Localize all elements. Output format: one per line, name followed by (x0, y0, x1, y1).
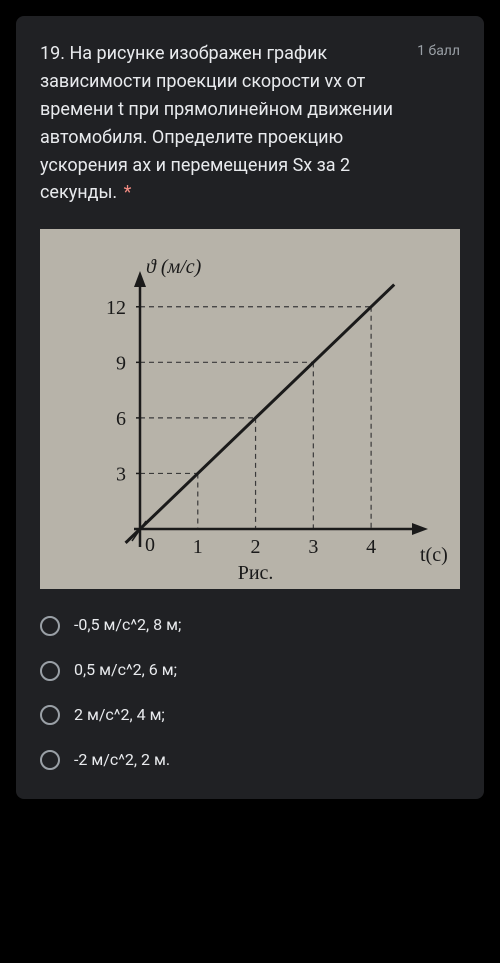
svg-text:Рис.: Рис. (238, 562, 274, 584)
answer-options: -0,5 м/с^2, 8 м; 0,5 м/с^2, 6 м; 2 м/с^2… (40, 615, 460, 770)
svg-text:4: 4 (366, 536, 376, 558)
svg-text:1: 1 (193, 536, 203, 558)
svg-text:ϑ (м/с): ϑ (м/с) (146, 256, 202, 278)
required-star: * (124, 182, 132, 203)
svg-text:6: 6 (116, 408, 126, 430)
points-label: 1 балл (417, 43, 460, 207)
svg-text:2: 2 (251, 536, 261, 558)
radio-icon (40, 661, 60, 681)
svg-text:12: 12 (106, 297, 126, 319)
radio-icon (40, 750, 60, 770)
velocity-time-chart: 3691212340ϑ (м/с)t(с)Рис. (40, 229, 460, 589)
option-3[interactable]: -2 м/с^2, 2 м. (40, 750, 460, 771)
option-0[interactable]: -0,5 м/с^2, 8 м; (40, 615, 460, 636)
radio-icon (40, 616, 60, 636)
question-card: 19. На рисунке изображен график зависимо… (16, 16, 484, 799)
question-header: 19. На рисунке изображен график зависимо… (40, 40, 460, 207)
svg-text:t(с): t(с) (420, 544, 448, 566)
chart-image: 3691212340ϑ (м/с)t(с)Рис. (40, 229, 460, 589)
svg-text:0: 0 (145, 534, 155, 556)
svg-text:3: 3 (308, 536, 318, 558)
svg-text:3: 3 (116, 464, 126, 486)
option-label: 0,5 м/с^2, 6 м; (74, 660, 177, 681)
svg-text:9: 9 (116, 353, 126, 375)
option-label: -0,5 м/с^2, 8 м; (74, 615, 181, 636)
radio-icon (40, 705, 60, 725)
option-label: 2 м/с^2, 4 м; (74, 705, 165, 726)
option-2[interactable]: 2 м/с^2, 4 м; (40, 705, 460, 726)
option-1[interactable]: 0,5 м/с^2, 6 м; (40, 660, 460, 681)
question-text: 19. На рисунке изображен график зависимо… (40, 40, 407, 207)
question-body: 19. На рисунке изображен график зависимо… (40, 43, 393, 203)
option-label: -2 м/с^2, 2 м. (74, 750, 170, 771)
